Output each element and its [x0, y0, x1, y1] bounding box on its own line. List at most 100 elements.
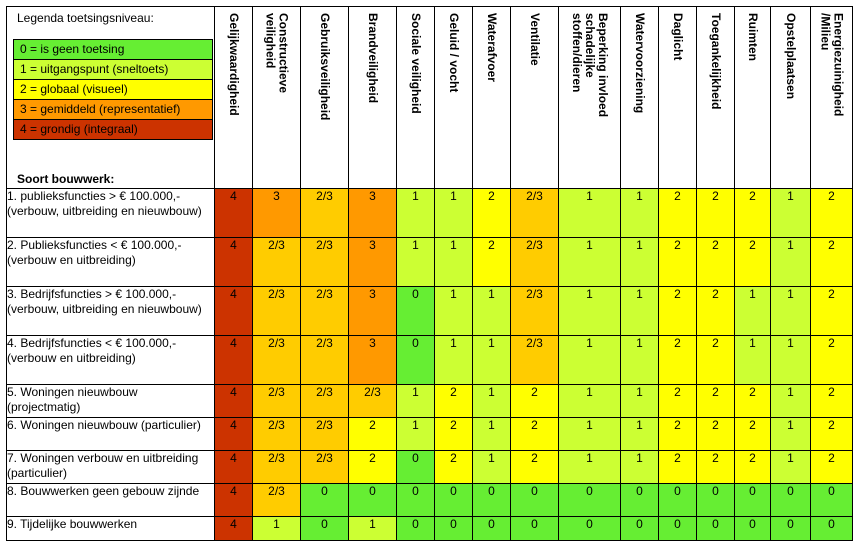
level-cell: 1	[770, 335, 811, 385]
level-cell: 1	[770, 188, 811, 238]
column-header: Waterafvoer	[472, 6, 511, 189]
level-cell: 2/3	[252, 417, 301, 451]
level-cell: 0	[770, 483, 811, 517]
level-cell: 1	[558, 335, 621, 385]
level-cell: 2/3	[300, 237, 349, 287]
column-header: Daglicht	[658, 6, 697, 189]
level-cell: 0	[558, 516, 621, 541]
table-body: 1. publieksfuncties > € 100.000,- (verbo…	[6, 188, 853, 541]
legend-item-2: 2 = globaal (visueel)	[13, 79, 213, 100]
level-cell: 1	[558, 188, 621, 238]
level-cell: 1	[734, 335, 771, 385]
level-cell: 0	[810, 516, 853, 541]
level-cell: 2/3	[300, 384, 349, 418]
level-cell: 0	[300, 516, 349, 541]
level-cell: 1	[434, 237, 473, 287]
level-cell: 2	[696, 188, 735, 238]
level-cell: 1	[558, 417, 621, 451]
column-header-label: Opstelplaatsen	[784, 13, 798, 100]
level-cell: 2	[810, 335, 853, 385]
table-row: 9. Tijdelijke bouwwerken 4 1 0 1 0 0 0 0 0 0 0 0 0 0 0	[6, 516, 853, 541]
level-cell: 0	[434, 516, 473, 541]
legend-item-4: 4 = grondig (integraal)	[13, 119, 213, 140]
column-header: Gebruiksveiligheid	[300, 6, 349, 189]
level-cell: 0	[434, 483, 473, 517]
table-row: 3. Bedrijfsfuncties > € 100.000,- (verbo…	[6, 286, 853, 336]
level-cell: 2	[734, 450, 771, 484]
row-label: 8. Bouwwerken geen gebouw zijnde	[6, 483, 215, 517]
level-cell: 0	[510, 483, 559, 517]
level-cell: 4	[214, 384, 253, 418]
level-cell: 2	[696, 417, 735, 451]
column-header-label: Geluid / vocht	[447, 13, 461, 93]
row-label: 3. Bedrijfsfuncties > € 100.000,- (verbo…	[6, 286, 215, 336]
level-cell: 2	[348, 450, 397, 484]
column-header-label: Ventilatie	[528, 13, 542, 66]
row-label: 4. Bedrijfsfuncties < € 100.000,- (verbo…	[6, 335, 215, 385]
level-cell: 2	[696, 237, 735, 287]
level-cell: 1	[558, 237, 621, 287]
row-label: 6. Woningen nieuwbouw (particulier)	[6, 417, 215, 451]
table-row: 8. Bouwwerken geen gebouw zijnde 4 2/3 0 0 0 0…	[6, 483, 853, 517]
level-cell: 4	[214, 237, 253, 287]
row-label: 2. Publieksfuncties < € 100.000,- (verbo…	[6, 237, 215, 287]
column-header-label: Ruimten	[746, 13, 760, 61]
level-cell: 2	[734, 188, 771, 238]
column-header: Watervoorziening	[620, 6, 659, 189]
level-cell: 2/3	[252, 286, 301, 336]
level-cell: 1	[620, 384, 659, 418]
level-cell: 1	[558, 384, 621, 418]
table-row: 6. Woningen nieuwbouw (particulier) 4 2/3 2…	[6, 417, 853, 451]
level-cell: 2/3	[300, 335, 349, 385]
level-cell: 1	[620, 286, 659, 336]
level-cell: 1	[396, 417, 435, 451]
level-cell: 1	[472, 417, 511, 451]
level-cell: 0	[348, 483, 397, 517]
column-header: Energiezuinigheid /Milieu	[810, 6, 853, 189]
row-label: 5. Woningen nieuwbouw (projectmatig)	[6, 384, 215, 418]
level-cell: 2/3	[252, 483, 301, 517]
column-header-label: Beperking invloed schadelijke stoffen/di…	[570, 13, 610, 118]
level-cell: 0	[620, 483, 659, 517]
level-cell: 2	[658, 237, 697, 287]
column-header-label: Constructieve veiligheid	[263, 13, 291, 94]
level-cell: 3	[348, 237, 397, 287]
level-cell: 2	[472, 188, 511, 238]
level-cell: 2	[696, 450, 735, 484]
level-cell: 0	[396, 286, 435, 336]
level-cell: 1	[734, 286, 771, 336]
level-cell: 4	[214, 450, 253, 484]
level-cell: 2	[810, 450, 853, 484]
column-header-label: Daglicht	[671, 13, 685, 61]
level-cell: 1	[770, 384, 811, 418]
row-label: 1. publieksfuncties > € 100.000,- (verbo…	[6, 188, 215, 238]
level-cell: 2	[658, 450, 697, 484]
level-cell: 2/3	[300, 286, 349, 336]
table-row: 5. Woningen nieuwbouw (projectmatig) 4 2/3…	[6, 384, 853, 418]
level-cell: 1	[620, 417, 659, 451]
level-cell: 2/3	[510, 188, 559, 238]
level-cell: 2	[810, 286, 853, 336]
column-header-label: Toegankelijkheid	[709, 13, 723, 110]
level-cell: 1	[770, 450, 811, 484]
row-label: 7. Woningen verbouw en uitbreiding (part…	[6, 450, 215, 484]
level-cell: 2/3	[510, 335, 559, 385]
level-cell: 2	[348, 417, 397, 451]
level-cell: 0	[472, 516, 511, 541]
legend-item-0: 0 = is geen toetsing	[13, 39, 213, 60]
level-cell: 1	[434, 335, 473, 385]
legend-title: Legenda toetsingsniveau:	[17, 11, 154, 25]
level-cell: 0	[658, 483, 697, 517]
level-cell: 1	[396, 384, 435, 418]
column-header: Toegankelijkheid	[696, 6, 735, 189]
legend-item-1: 1 = uitgangspunt (sneltoets)	[13, 59, 213, 80]
table-row: 7. Woningen verbouw en uitbreiding (part…	[6, 450, 853, 484]
level-cell: 0	[696, 516, 735, 541]
level-cell: 2	[696, 286, 735, 336]
legend-cell: Legenda toetsingsniveau: 0 = is geen toe…	[6, 6, 215, 189]
level-cell: 4	[214, 417, 253, 451]
level-cell: 2	[734, 384, 771, 418]
level-cell: 1	[396, 188, 435, 238]
column-header-label: Gebruiksveiligheid	[318, 13, 332, 121]
